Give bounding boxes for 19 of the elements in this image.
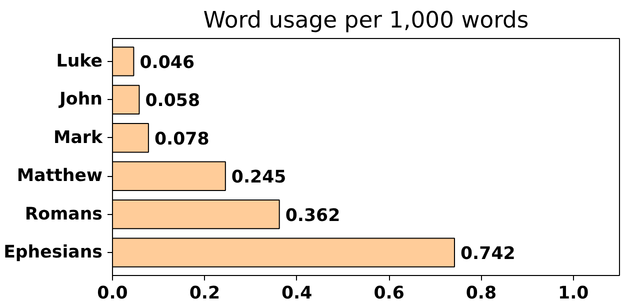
y-tick-label: Romans xyxy=(24,204,103,224)
y-tick-label: Mark xyxy=(53,128,103,148)
data-label: 0.245 xyxy=(231,168,286,188)
x-tick-label: 0.8 xyxy=(466,284,497,301)
data-label: 0.742 xyxy=(460,244,516,264)
x-tick-label: 1.0 xyxy=(558,284,589,301)
x-tick-label: 0.0 xyxy=(97,284,128,301)
y-tick-label: Matthew xyxy=(16,166,103,186)
x-tick-label: 0.2 xyxy=(189,284,220,301)
y-tick-label: Luke xyxy=(56,51,103,72)
y-tick-label: Ephesians xyxy=(4,242,103,263)
data-label: 0.078 xyxy=(154,129,210,150)
data-label: 0.046 xyxy=(140,52,195,73)
chart-title: Word usage per 1,000 words xyxy=(203,8,529,34)
y-tick-label: John xyxy=(58,90,103,110)
x-tick-label: 0.6 xyxy=(374,284,404,301)
data-label: 0.058 xyxy=(145,91,200,112)
data-label: 0.362 xyxy=(285,206,340,226)
x-tick-label: 0.4 xyxy=(282,284,312,301)
